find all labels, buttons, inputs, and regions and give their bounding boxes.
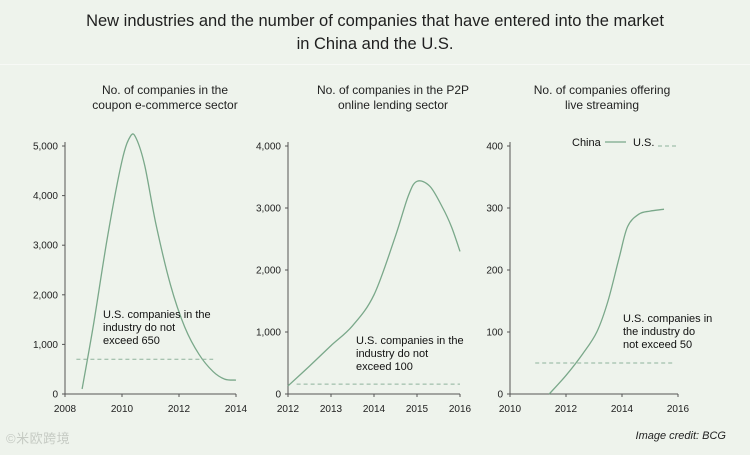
- x-tick-label: 2015: [406, 404, 429, 415]
- y-tick-label: 0: [52, 390, 58, 401]
- x-tick-label: 2008: [54, 404, 77, 415]
- series-line-china: [81, 133, 237, 390]
- x-tick-label: 2012: [555, 404, 578, 415]
- y-tick-label: 200: [486, 266, 503, 277]
- y-tick-label: 1,000: [33, 340, 58, 351]
- legend-label-china: China: [572, 137, 602, 149]
- y-tick-label: 300: [486, 204, 503, 215]
- legend: China U.S.: [572, 137, 678, 149]
- x-tick-label: 2016: [667, 404, 690, 415]
- x-tick-label: 2012: [168, 404, 191, 415]
- y-tick-label: 5,000: [33, 142, 58, 153]
- annotation-line: exceed 650: [103, 335, 160, 347]
- annotation-line: the industry do: [623, 326, 695, 338]
- x-tick-label: 2014: [363, 404, 386, 415]
- title-divider: [0, 64, 750, 65]
- x-tick-label: 2010: [111, 404, 134, 415]
- annotation-line: exceed 100: [356, 361, 413, 373]
- subplot-title-line: No. of companies in the: [102, 83, 228, 97]
- y-tick-label: 3,000: [33, 241, 58, 252]
- subplot-title-line: No. of companies in the P2P: [317, 83, 469, 97]
- subplot-title-line: online lending sector: [338, 98, 448, 112]
- y-tick-label: 1,000: [256, 328, 281, 339]
- x-tick-label: 2012: [277, 404, 300, 415]
- chart-main-title: New industries and the number of compani…: [0, 10, 750, 56]
- subplot-title-line: live streaming: [565, 98, 639, 112]
- x-tick-label: 2014: [225, 404, 248, 415]
- y-tick-label: 100: [486, 328, 503, 339]
- annotation-line: U.S. companies in the: [356, 335, 464, 347]
- y-tick-label: 400: [486, 142, 503, 153]
- x-tick-label: 2014: [611, 404, 634, 415]
- y-tick-label: 3,000: [256, 204, 281, 215]
- x-tick-label: 2016: [449, 404, 472, 415]
- watermark: ©米欧跨境: [6, 431, 71, 446]
- annotation-line: U.S. companies in: [623, 313, 712, 325]
- annotation-line: U.S. companies in the: [103, 309, 211, 321]
- y-tick-label: 0: [497, 390, 503, 401]
- title-line-1: New industries and the number of compani…: [86, 12, 664, 30]
- x-tick-label: 2010: [499, 404, 522, 415]
- x-tick-label: 2013: [320, 404, 343, 415]
- y-tick-label: 0: [275, 390, 281, 401]
- annotation-line: industry do not: [103, 322, 175, 334]
- y-tick-label: 4,000: [33, 191, 58, 202]
- legend-label-us: U.S.: [633, 137, 654, 149]
- image-credit: Image credit: BCG: [635, 430, 726, 442]
- annotation-line: not exceed 50: [623, 339, 692, 351]
- annotation-line: industry do not: [356, 348, 428, 360]
- y-tick-label: 2,000: [33, 290, 58, 301]
- title-line-2: in China and the U.S.: [296, 35, 454, 53]
- series-line-china: [287, 180, 461, 387]
- series-line-china: [548, 208, 665, 395]
- y-tick-label: 2,000: [256, 266, 281, 277]
- subplot-title-line: No. of companies offering: [534, 83, 671, 97]
- y-tick-label: 4,000: [256, 142, 281, 153]
- subplot-title-line: coupon e-commerce sector: [92, 98, 237, 112]
